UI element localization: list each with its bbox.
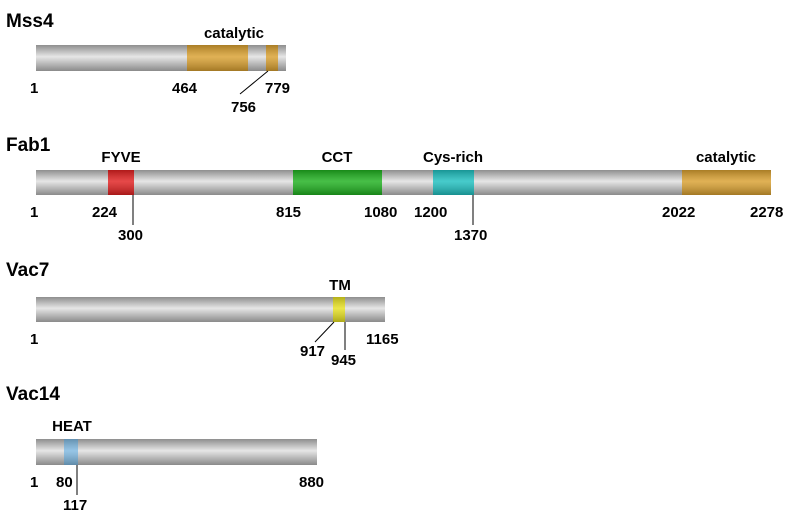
domain-label-heat: HEAT bbox=[52, 418, 92, 435]
position-label: 300 bbox=[118, 227, 143, 244]
position-label: 945 bbox=[331, 352, 356, 369]
position-label: 756 bbox=[231, 99, 256, 116]
position-end: 1165 bbox=[366, 331, 399, 348]
domain-label-catalytic: catalytic bbox=[696, 149, 756, 166]
position-start: 1 bbox=[30, 331, 38, 348]
protein-name: Mss4 bbox=[6, 11, 54, 32]
domain-label-tm: TM bbox=[329, 277, 351, 294]
position-label: 464 bbox=[172, 80, 198, 97]
position-label: 1370 bbox=[454, 227, 487, 244]
position-label: 1200 bbox=[414, 204, 447, 221]
position-label: 117 bbox=[63, 497, 87, 514]
position-label: 917 bbox=[300, 343, 325, 360]
domain-label-cct: CCT bbox=[322, 149, 353, 166]
protein-fab1: Fab1 FYVE CCT Cys-rich catalytic 1 224 3… bbox=[6, 135, 783, 244]
protein-bar bbox=[36, 439, 317, 465]
domain-label-fyve: FYVE bbox=[101, 149, 140, 166]
protein-bar bbox=[36, 45, 286, 71]
leader-line bbox=[239, 70, 269, 95]
protein-vac7: Vac7 TM 1 917 945 1165 bbox=[6, 260, 399, 369]
protein-name: Vac7 bbox=[6, 260, 49, 281]
position-label: 80 bbox=[56, 474, 73, 491]
position-end: 2278 bbox=[750, 204, 783, 221]
leader-line bbox=[314, 321, 335, 343]
position-start: 1 bbox=[30, 80, 38, 97]
position-start: 1 bbox=[30, 474, 38, 491]
protein-mss4: Mss4 catalytic 1 464 756 779 bbox=[6, 11, 290, 116]
protein-vac14: Vac14 HEAT 1 80 117 880 bbox=[6, 384, 324, 514]
protein-name: Fab1 bbox=[6, 135, 51, 156]
position-label: 815 bbox=[276, 204, 301, 221]
position-label: 224 bbox=[92, 204, 118, 221]
position-start: 1 bbox=[30, 204, 38, 221]
position-label: 1080 bbox=[364, 204, 397, 221]
position-label: 2022 bbox=[662, 204, 695, 221]
protein-bar bbox=[36, 297, 385, 322]
protein-name: Vac14 bbox=[6, 384, 60, 405]
position-end: 880 bbox=[299, 474, 324, 491]
domain-label-cys-rich: Cys-rich bbox=[423, 149, 483, 166]
position-label: 779 bbox=[265, 80, 290, 97]
domain-label-catalytic: catalytic bbox=[204, 25, 264, 42]
protein-bar bbox=[36, 170, 771, 195]
